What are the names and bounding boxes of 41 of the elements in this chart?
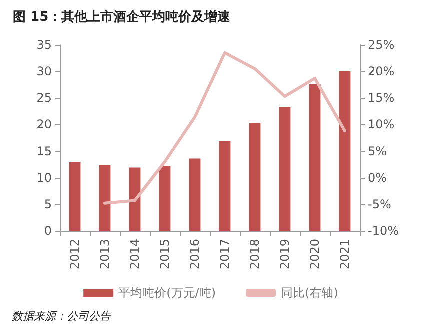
- bar: [99, 165, 111, 231]
- y2-tick-label: 20%: [368, 64, 395, 79]
- y-tick-label: 15: [36, 144, 52, 158]
- bar: [69, 162, 81, 231]
- x-tick-label: 2014: [128, 239, 142, 270]
- x-tick-label: 2013: [98, 239, 112, 270]
- x-tick-label: 2021: [338, 239, 352, 270]
- x-tick-label: 2016: [188, 239, 202, 270]
- x-tick-label: 2020: [308, 239, 322, 270]
- y-tick-label: 30: [36, 64, 52, 79]
- y-tick-label: 10: [36, 170, 52, 185]
- y2-tick-label: -5%: [368, 197, 392, 212]
- source-note: 数据来源：公司公告: [12, 310, 112, 323]
- y-tick-label: 5: [44, 197, 52, 212]
- x-tick-label: 2019: [278, 239, 292, 270]
- bar: [189, 158, 201, 231]
- y2-tick-label: 15%: [368, 91, 395, 106]
- bar: [219, 141, 231, 231]
- legend-label: 平均吨价(万元/吨): [118, 286, 216, 300]
- bar: [279, 107, 291, 231]
- x-tick-label: 2017: [218, 239, 232, 270]
- y2-tick-label: 10%: [368, 118, 395, 132]
- y2-tick-label: 0%: [368, 170, 388, 185]
- y2-tick-label: 25%: [368, 38, 395, 52]
- x-tick-label: 2012: [68, 239, 82, 270]
- y-tick-label: 25: [36, 91, 52, 106]
- bar: [309, 84, 321, 231]
- y-tick-label: 20: [36, 118, 52, 132]
- y-tick-label: 35: [36, 38, 52, 52]
- chart-title: 图 15：其他上市酒企平均吨价及增速: [13, 9, 232, 25]
- x-tick-label: 2015: [158, 239, 172, 270]
- bar: [249, 123, 261, 231]
- line-series: [104, 51, 346, 205]
- bar: [159, 166, 171, 231]
- bar: [339, 71, 351, 231]
- x-tick-label: 2018: [248, 239, 262, 270]
- legend-label: 同比(右轴): [281, 286, 338, 300]
- y2-tick-label: -10%: [368, 224, 400, 238]
- y2-tick-label: 5%: [368, 144, 388, 158]
- y-tick-label: 0: [44, 224, 52, 238]
- bar: [129, 168, 141, 231]
